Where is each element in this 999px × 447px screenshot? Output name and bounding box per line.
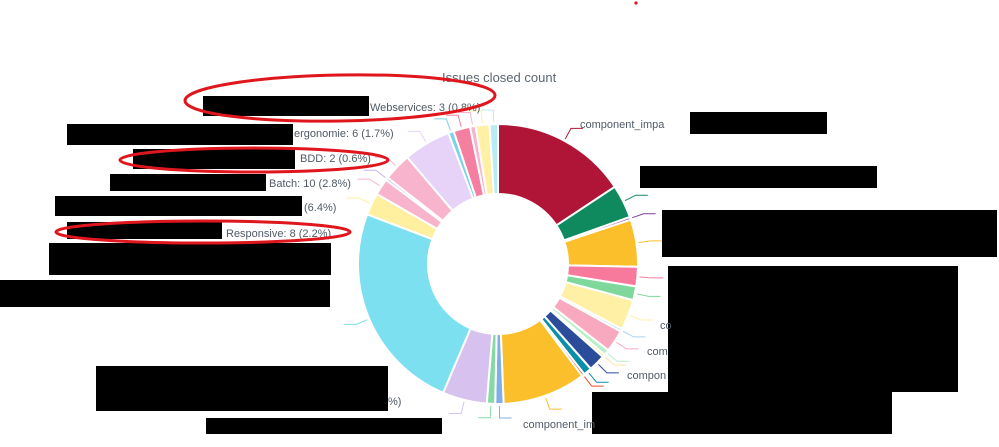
slice-labels: Webservices: 3 (0.8%) ergonomie: 6 (1.7%…	[226, 102, 672, 431]
leader-line	[357, 178, 380, 187]
highlight-oval-responsive	[54, 219, 352, 245]
leader-line	[498, 405, 512, 419]
redaction-box	[67, 222, 222, 239]
highlight-ovals	[54, 73, 497, 245]
redaction-box	[55, 196, 302, 216]
leader-line	[624, 194, 648, 202]
redaction-box	[133, 149, 295, 169]
leader-line	[616, 341, 639, 350]
redaction-box	[203, 96, 369, 116]
leader-line	[639, 276, 664, 279]
leader-line	[344, 319, 368, 325]
label-batch: Batch: 10 (2.8%)	[269, 178, 351, 190]
leader-line	[449, 401, 465, 415]
leader-line	[468, 110, 483, 123]
label-component-top: component_impa	[580, 119, 665, 131]
redaction-box	[662, 210, 997, 257]
donut-slices	[357, 122, 639, 405]
leader-line	[434, 118, 451, 131]
leader-line	[604, 356, 627, 366]
chart-title: Issues closed count	[442, 70, 557, 85]
redaction-box	[690, 112, 827, 134]
leader-line	[632, 213, 656, 219]
redaction-box	[110, 174, 266, 191]
label-pct-6-4: (6.4%)	[304, 202, 336, 214]
label-compon: compon	[627, 370, 666, 382]
redaction-box	[49, 243, 331, 275]
redaction-box	[67, 124, 293, 145]
leader-line	[622, 330, 646, 338]
label-ergonomie: ergonomie: 6 (1.7%)	[294, 128, 394, 140]
redaction-box	[206, 418, 442, 434]
leader-line	[638, 240, 663, 244]
label-bdd: BDD: 2 (0.6%)	[300, 153, 371, 165]
donut-slice[interactable]	[497, 122, 617, 227]
leader-line	[564, 127, 583, 140]
stray-mark	[634, 1, 638, 5]
leader-line	[636, 293, 661, 297]
redactions	[0, 96, 997, 434]
leader-line	[363, 169, 386, 178]
leader-line	[607, 353, 630, 362]
label-pct-bl: %)	[388, 396, 401, 408]
leader-line	[446, 114, 462, 127]
leader-line	[481, 109, 495, 123]
donut-slice[interactable]	[488, 122, 499, 196]
leader-line	[588, 372, 609, 383]
redaction-box	[640, 166, 877, 188]
donut-slice[interactable]	[357, 213, 472, 395]
leader-line	[407, 130, 427, 142]
label-co: co	[660, 320, 672, 332]
leader-line	[458, 112, 473, 125]
label-com: com	[647, 346, 668, 358]
redaction-box	[592, 392, 892, 434]
leader-line	[545, 397, 562, 410]
leader-line	[346, 197, 370, 204]
leader-line	[584, 376, 604, 387]
leader-lines	[344, 109, 664, 419]
label-webservices: Webservices: 3 (0.8%)	[370, 102, 480, 114]
redaction-box	[96, 366, 388, 411]
leader-line	[478, 405, 492, 419]
highlight-oval-webservices	[183, 73, 497, 123]
leader-line	[630, 315, 654, 321]
label-responsive: Responsive: 8 (2.2%)	[226, 228, 331, 240]
redaction-box	[0, 280, 330, 307]
leader-line	[598, 364, 619, 374]
redaction-box	[668, 266, 958, 392]
highlight-oval-bdd	[118, 146, 390, 174]
label-component-bottom: component_im	[523, 419, 595, 431]
